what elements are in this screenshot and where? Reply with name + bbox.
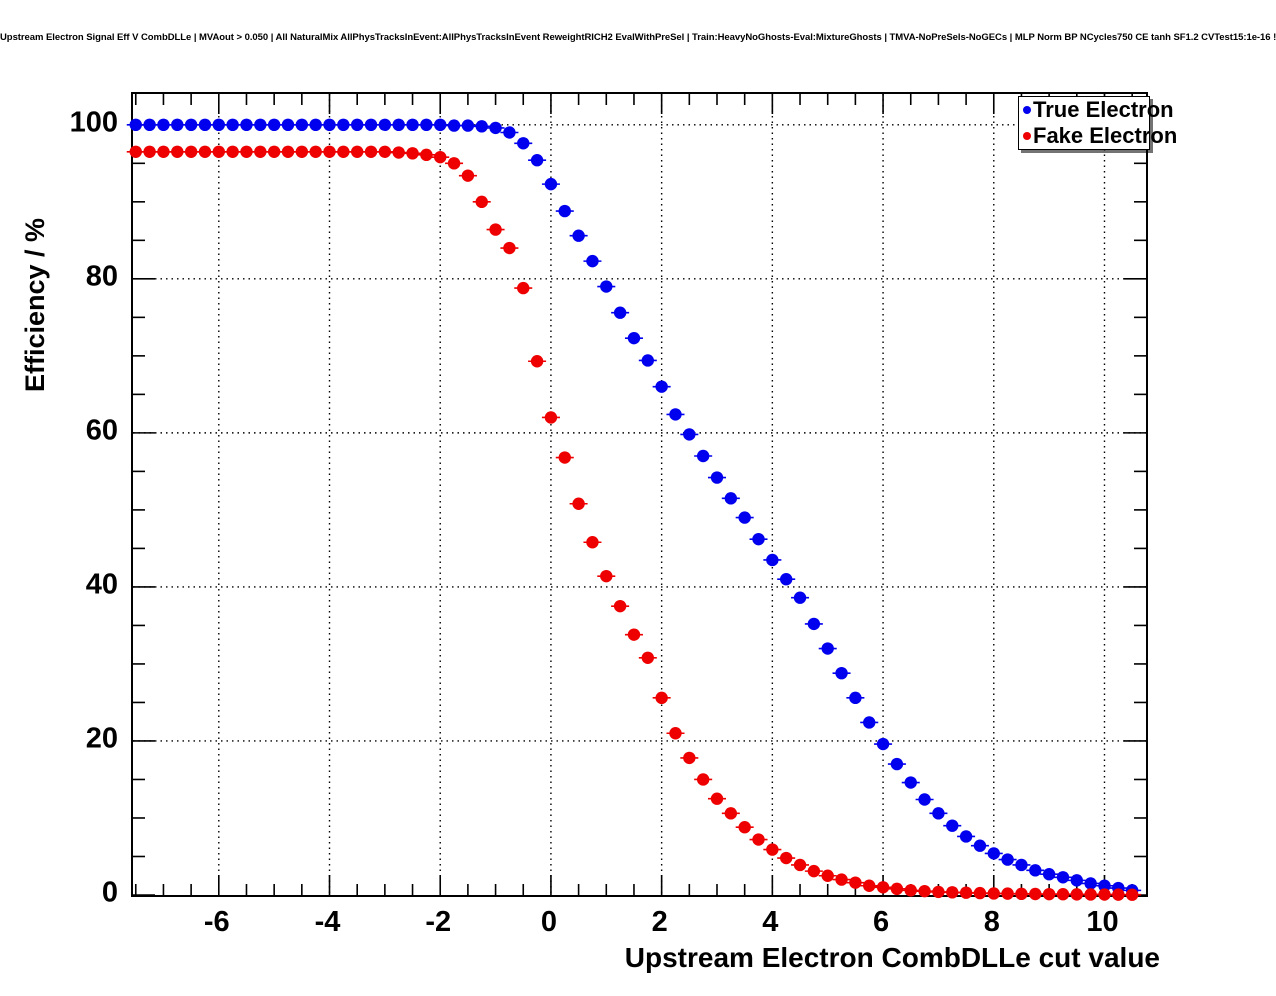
x-tick-label: 4 bbox=[762, 906, 779, 938]
series-fake-electron bbox=[126, 145, 1142, 901]
y-axis-title-text: Efficiency / % bbox=[20, 217, 50, 392]
x-axis-title: Upstream Electron CombDLLe cut value bbox=[624, 942, 1160, 973]
x-tick-label: 2 bbox=[651, 906, 668, 938]
x-tick-label: -6 bbox=[203, 906, 230, 938]
plot-title: Upstream Electron Signal Eff V CombDLLe … bbox=[0, 32, 1276, 43]
legend-marker-true-electron bbox=[1023, 106, 1031, 114]
data-points-layer bbox=[126, 118, 1142, 901]
x-tick-label: 8 bbox=[983, 906, 1000, 938]
series-true-electron bbox=[126, 118, 1142, 897]
x-tick-label: -2 bbox=[425, 906, 452, 938]
legend-entry-fake-electron: Fake Electron bbox=[1023, 123, 1177, 149]
y-tick-label: 100 bbox=[69, 106, 118, 139]
x-tick-label: -4 bbox=[314, 906, 341, 938]
gridlines bbox=[133, 94, 1146, 895]
legend: True Electron Fake Electron bbox=[1018, 96, 1177, 150]
x-tick-label: 0 bbox=[540, 906, 557, 938]
x-tick-label: 6 bbox=[872, 906, 890, 938]
legend-label-fake-electron: Fake Electron bbox=[1033, 123, 1178, 148]
y-tick-label: 0 bbox=[101, 876, 118, 909]
legend-marker-fake-electron bbox=[1023, 132, 1031, 140]
y-tick-label: 20 bbox=[85, 722, 118, 755]
legend-entry-true-electron: True Electron bbox=[1023, 97, 1174, 123]
y-tick-label: 40 bbox=[85, 568, 118, 601]
x-tick-label: 10 bbox=[1086, 906, 1119, 938]
plot-frame bbox=[126, 92, 1148, 901]
y-axis-title: Efficiency / % bbox=[14, 92, 54, 512]
y-tick-label: 60 bbox=[85, 414, 118, 447]
legend-label-true-electron: True Electron bbox=[1033, 97, 1174, 122]
y-tick-label: 80 bbox=[85, 260, 118, 293]
